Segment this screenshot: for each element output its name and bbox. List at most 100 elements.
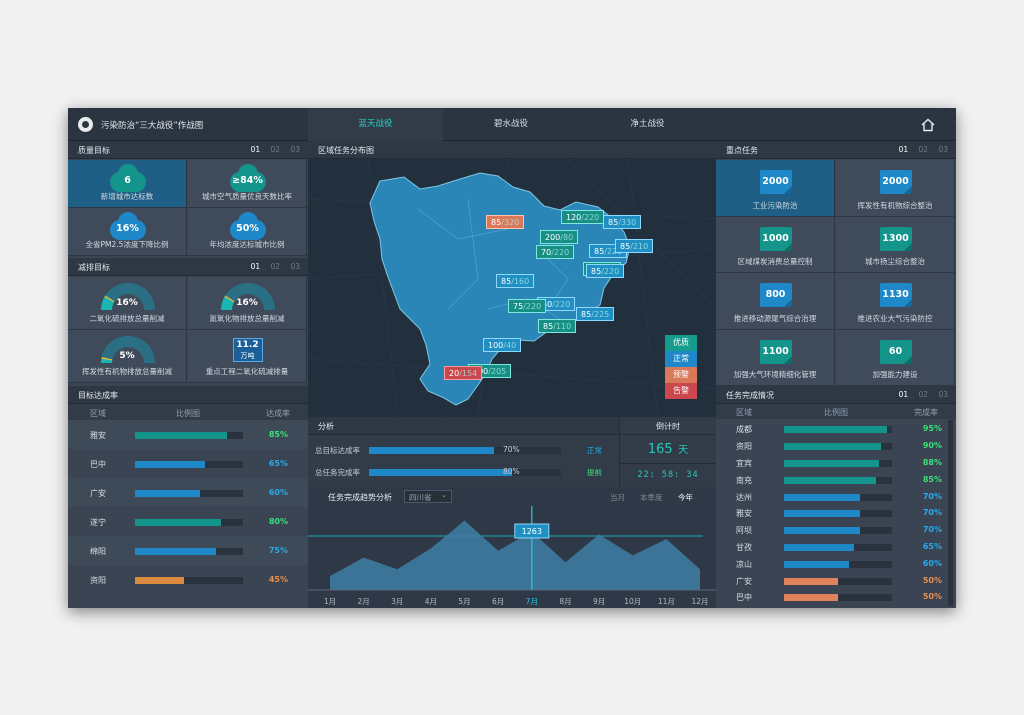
key-task-card[interactable]: 1000 区域煤炭消费总量控制 [716, 216, 835, 273]
key-task-value: 1130 [882, 289, 909, 300]
table-row[interactable]: 阿坝 70% [716, 522, 956, 539]
map-region-label[interactable]: 85/320 [486, 215, 525, 229]
quality-card[interactable]: 6 新增城市达标数 [68, 160, 187, 208]
folder-icon: 1130 [879, 283, 912, 307]
table-row[interactable]: 宜宾 88% [716, 455, 956, 472]
district-borders [417, 198, 569, 325]
map-region-label[interactable]: 85/160 [496, 274, 535, 288]
page-1[interactable]: 01 [898, 390, 909, 399]
table-row[interactable]: 达州 70% [716, 488, 956, 505]
table-row[interactable]: 资阳 90% [716, 438, 956, 455]
table-row[interactable]: 绵阳 75% [68, 536, 308, 565]
table-row[interactable]: 雅安 70% [716, 505, 956, 522]
row-value: 50% [922, 575, 942, 585]
table-row[interactable]: 成都 95% [716, 421, 956, 438]
page-3[interactable]: 03 [938, 390, 948, 399]
map-region-label[interactable]: 85/210 [615, 239, 654, 253]
table-row[interactable]: 资阳 45% [68, 565, 308, 594]
page-3[interactable]: 03 [290, 145, 300, 154]
key-task-card[interactable]: 2000 挥发性有机物综合整治 [836, 160, 955, 217]
trend-chart[interactable]: 1263 1月 2月 3月 4月 5月 6月 7月 8月 9月 10月 11月 12月 [308, 506, 716, 608]
home-icon[interactable] [920, 117, 936, 133]
tab-blue-sky[interactable]: 蓝天战役 [308, 108, 443, 141]
map-region-label[interactable]: 85/225 [576, 307, 615, 321]
table-row[interactable]: 广安 60% [68, 478, 308, 507]
progress-fill [135, 460, 206, 468]
page-1[interactable]: 01 [898, 145, 909, 154]
quality-value: ≥84% [232, 175, 263, 186]
key-task-card[interactable]: 2000 工业污染防治 [716, 160, 835, 217]
table-row[interactable]: 凉山 60% [716, 555, 956, 572]
trend-title: 任务完成趋势分析 [328, 493, 392, 502]
key-task-card[interactable]: 60 加强能力建设 [836, 329, 955, 386]
key-task-value: 1000 [762, 232, 789, 244]
page-1[interactable]: 01 [250, 145, 261, 154]
row-value: 70% [922, 508, 942, 518]
map-region-label[interactable]: 20/154 [444, 366, 483, 380]
reduction-card[interactable]: 16% 氮氧化物排放总量削减 [188, 277, 307, 330]
reduction-card[interactable]: 5% 挥发性有机物排放总量削减 [68, 330, 187, 383]
tab-clear-water[interactable]: 碧水战役 [493, 119, 528, 129]
table-row[interactable]: 甘孜 65% [716, 539, 956, 556]
row-value: 70% [922, 525, 942, 535]
progress-fill [784, 560, 849, 568]
map-region-label[interactable]: 100/40 [483, 338, 522, 352]
x-tick-label: 7月 [526, 597, 538, 606]
map-region-label[interactable]: 85/110 [538, 319, 577, 333]
table-row[interactable]: 雅安 85% [68, 420, 308, 449]
page-3[interactable]: 03 [290, 262, 300, 271]
key-task-card[interactable]: 800 推进移动源尾气综合治理 [716, 273, 835, 330]
map-region-label[interactable]: 85/220 [586, 264, 625, 278]
x-tick-label: 11月 [658, 597, 675, 606]
key-task-card[interactable]: 1100 加强大气环境精细化管理 [716, 329, 835, 386]
page-2[interactable]: 02 [918, 145, 929, 154]
analysis-label: 总目标达成率 [315, 446, 360, 455]
progress-fill [784, 476, 876, 484]
page-2[interactable]: 02 [270, 262, 281, 271]
map-region-label[interactable]: 200/80 [540, 230, 579, 244]
page-2[interactable]: 02 [270, 145, 281, 154]
region-done: 85 [594, 247, 605, 256]
map-region-label[interactable]: 75/220 [508, 299, 547, 313]
table-row[interactable]: 巴中 65% [68, 449, 308, 478]
table-row[interactable]: 南充 85% [716, 471, 956, 488]
app-logo-icon [78, 117, 93, 132]
row-value: 88% [922, 457, 942, 467]
progress-fill [784, 493, 860, 501]
x-tick-label: 8月 [559, 597, 571, 606]
app-title: 污染防治“三大战役”作战图 [101, 121, 204, 131]
countdown-time: 22: 58: 34 [637, 470, 699, 480]
x-tick-label: 10月 [624, 597, 641, 606]
reduction-card[interactable]: 16% 二氧化硫排放总量削减 [68, 277, 187, 330]
map-region-label[interactable]: 70/220 [536, 245, 575, 259]
table-row[interactable]: 巴中 50% [716, 589, 956, 606]
page-2[interactable]: 02 [918, 390, 929, 399]
scrollbar[interactable] [948, 420, 953, 606]
page-1[interactable]: 01 [250, 262, 261, 271]
map-region-label[interactable]: 85/330 [603, 215, 642, 229]
quality-card[interactable]: ≥84% 城市空气质量优良天数比率 [188, 160, 307, 208]
key-task-card[interactable]: 1300 城市扬尘综合整治 [836, 216, 955, 273]
period-month[interactable]: 当月 [610, 493, 625, 502]
table-row[interactable]: 遂宁 80% [68, 507, 308, 536]
table-row[interactable]: 广安 50% [716, 572, 956, 589]
progress-fill [784, 543, 855, 551]
region-select[interactable]: 四川省 ⌄ [404, 490, 452, 503]
map-region-label[interactable]: 120/220 [561, 210, 605, 224]
region-map[interactable]: 85/320 120/220 85/330 200/80 85/220 85/210 70/… [308, 159, 716, 417]
period-year[interactable]: 今年 [678, 493, 693, 502]
quality-card[interactable]: 50% 年均浓度达标城市比例 [188, 208, 307, 256]
row-region: 雅安 [736, 509, 752, 519]
reduction-card[interactable]: 11.2 万吨 重点工程二氧化硫减排量 [188, 330, 307, 383]
row-region: 凉山 [736, 559, 752, 569]
quality-card[interactable]: 16% 全省PM2.5浓度下降比例 [68, 208, 187, 256]
region-total: /220 [581, 213, 600, 222]
quality-value: 6 [124, 175, 131, 186]
key-task-card[interactable]: 1130 推进农业大气污染防控 [836, 273, 955, 330]
analysis-value: 80% [503, 467, 520, 476]
key-task-label: 挥发性有机物综合整治 [857, 200, 933, 210]
tab-clean-soil[interactable]: 净土战役 [630, 119, 665, 129]
page-3[interactable]: 03 [938, 145, 948, 154]
progress-bar [784, 560, 892, 568]
period-quarter[interactable]: 本季度 [640, 493, 663, 502]
